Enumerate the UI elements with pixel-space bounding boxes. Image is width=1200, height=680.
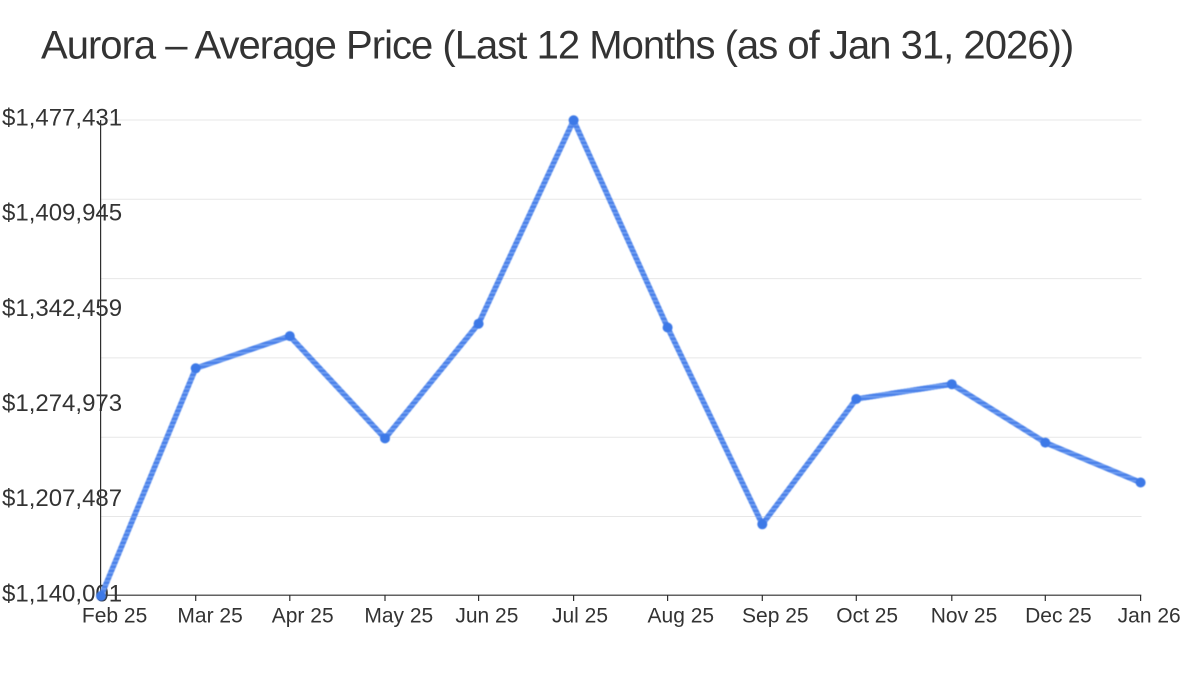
- svg-text:Aurora – Average Price (Last 1: Aurora – Average Price (Last 12 Months (…: [41, 24, 1073, 68]
- svg-text:Jan 26: Jan 26: [1118, 605, 1181, 628]
- svg-text:$1,207,487: $1,207,487: [2, 485, 122, 512]
- svg-text:Aug 25: Aug 25: [648, 605, 715, 628]
- svg-text:Dec 25: Dec 25: [1025, 605, 1092, 628]
- svg-text:Oct 25: Oct 25: [836, 605, 898, 628]
- svg-text:$1,342,459: $1,342,459: [2, 295, 122, 322]
- svg-text:Apr 25: Apr 25: [272, 605, 334, 628]
- svg-text:$1,274,973: $1,274,973: [2, 390, 122, 417]
- svg-text:Jul 25: Jul 25: [552, 605, 608, 628]
- svg-text:$1,477,431: $1,477,431: [2, 104, 122, 131]
- svg-text:Jun 25: Jun 25: [455, 605, 518, 628]
- svg-text:Mar 25: Mar 25: [177, 605, 242, 628]
- svg-text:Sep 25: Sep 25: [742, 605, 809, 628]
- svg-text:$1,409,945: $1,409,945: [2, 200, 122, 227]
- svg-text:May 25: May 25: [364, 605, 433, 628]
- svg-text:Nov 25: Nov 25: [931, 605, 998, 628]
- svg-text:Feb 25: Feb 25: [82, 605, 147, 628]
